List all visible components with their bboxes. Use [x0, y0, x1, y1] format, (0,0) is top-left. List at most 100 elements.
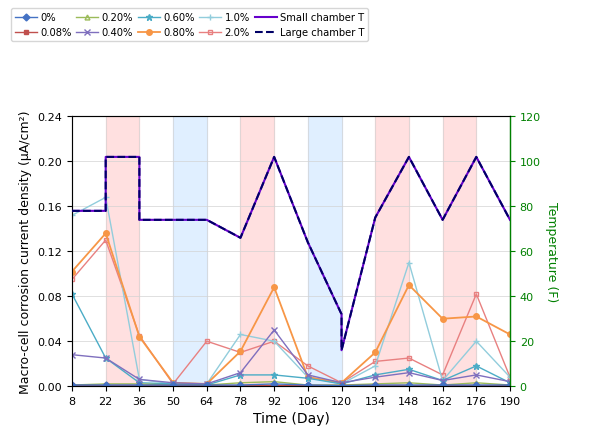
Line: 1.0%: 1.0%: [68, 194, 514, 388]
0.08%: [473, 382, 480, 388]
1.0%: [68, 213, 76, 218]
0.80%: [406, 283, 413, 288]
Small chamber T: [371, 216, 379, 220]
0.40%: [68, 352, 76, 358]
Line: 2.0%: 2.0%: [70, 238, 512, 386]
1.0%: [406, 260, 413, 266]
Line: 0%: 0%: [70, 381, 512, 388]
0.40%: [203, 381, 211, 387]
0.20%: [102, 381, 109, 387]
Bar: [173, 117, 207, 386]
0.08%: [506, 382, 514, 388]
2.0%: [237, 350, 244, 355]
0%: [136, 382, 143, 388]
0.08%: [338, 382, 345, 388]
Large chamber T: [271, 155, 278, 160]
Large chamber T: [406, 155, 413, 160]
0.08%: [406, 382, 413, 388]
0.60%: [136, 380, 143, 385]
X-axis label: Time (Day): Time (Day): [253, 411, 329, 425]
0.80%: [371, 350, 379, 355]
1.0%: [439, 378, 446, 383]
Large chamber T: [102, 209, 109, 214]
0%: [68, 382, 76, 388]
Large chamber T: [169, 218, 176, 223]
1.0%: [371, 364, 379, 369]
0.08%: [102, 382, 109, 388]
Small chamber T: [406, 155, 413, 160]
0.60%: [371, 372, 379, 378]
Large chamber T: [102, 155, 109, 160]
Large chamber T: [237, 236, 244, 241]
1.0%: [203, 381, 211, 387]
2.0%: [271, 339, 278, 344]
Small chamber T: [473, 155, 480, 160]
Line: 0.80%: 0.80%: [69, 231, 513, 387]
0.20%: [473, 380, 480, 385]
Small chamber T: [169, 218, 176, 223]
Large chamber T: [68, 209, 76, 214]
Large chamber T: [304, 240, 311, 245]
Small chamber T: [304, 240, 311, 245]
0.80%: [271, 285, 278, 290]
0.20%: [338, 382, 345, 388]
Small chamber T: [203, 218, 211, 223]
0.60%: [102, 355, 109, 361]
0%: [473, 382, 480, 388]
Large chamber T: [304, 240, 311, 245]
0.80%: [439, 316, 446, 322]
0%: [304, 382, 311, 388]
0.60%: [506, 380, 514, 385]
0.60%: [68, 292, 76, 297]
0.40%: [506, 379, 514, 385]
0.20%: [271, 379, 278, 385]
1.0%: [102, 195, 109, 201]
0.20%: [506, 382, 514, 388]
Large chamber T: [439, 218, 446, 223]
Large chamber T: [338, 312, 345, 317]
0.80%: [102, 231, 109, 237]
Small chamber T: [406, 155, 413, 160]
0.40%: [102, 355, 109, 361]
Small chamber T: [102, 155, 109, 160]
Large chamber T: [439, 218, 446, 223]
Bar: [375, 117, 409, 386]
0%: [506, 382, 514, 388]
Large chamber T: [473, 155, 480, 160]
0.08%: [237, 382, 244, 388]
Large chamber T: [136, 155, 143, 160]
2.0%: [406, 355, 413, 361]
0.40%: [473, 372, 480, 378]
0.60%: [473, 364, 480, 369]
Large chamber T: [271, 155, 278, 160]
Small chamber T: [371, 216, 379, 220]
0.08%: [439, 382, 446, 388]
0.80%: [473, 314, 480, 319]
0.80%: [169, 380, 176, 385]
0.40%: [338, 380, 345, 385]
0.40%: [136, 377, 143, 382]
0%: [371, 382, 379, 388]
Large chamber T: [506, 218, 514, 223]
0.80%: [338, 380, 345, 385]
0%: [169, 382, 176, 388]
Large chamber T: [136, 218, 143, 223]
0.60%: [237, 372, 244, 378]
Line: 0.20%: 0.20%: [70, 379, 512, 388]
0.08%: [203, 382, 211, 388]
Line: 0.60%: 0.60%: [68, 291, 514, 388]
Small chamber T: [473, 155, 480, 160]
0.08%: [371, 382, 379, 388]
0.40%: [371, 375, 379, 380]
Small chamber T: [203, 218, 211, 223]
Small chamber T: [506, 218, 514, 223]
Large chamber T: [169, 218, 176, 223]
0.80%: [203, 381, 211, 387]
1.0%: [473, 339, 480, 344]
Bar: [443, 117, 476, 386]
0%: [338, 383, 345, 388]
0.20%: [439, 382, 446, 388]
Small chamber T: [102, 209, 109, 214]
0.20%: [68, 382, 76, 388]
2.0%: [473, 292, 480, 297]
